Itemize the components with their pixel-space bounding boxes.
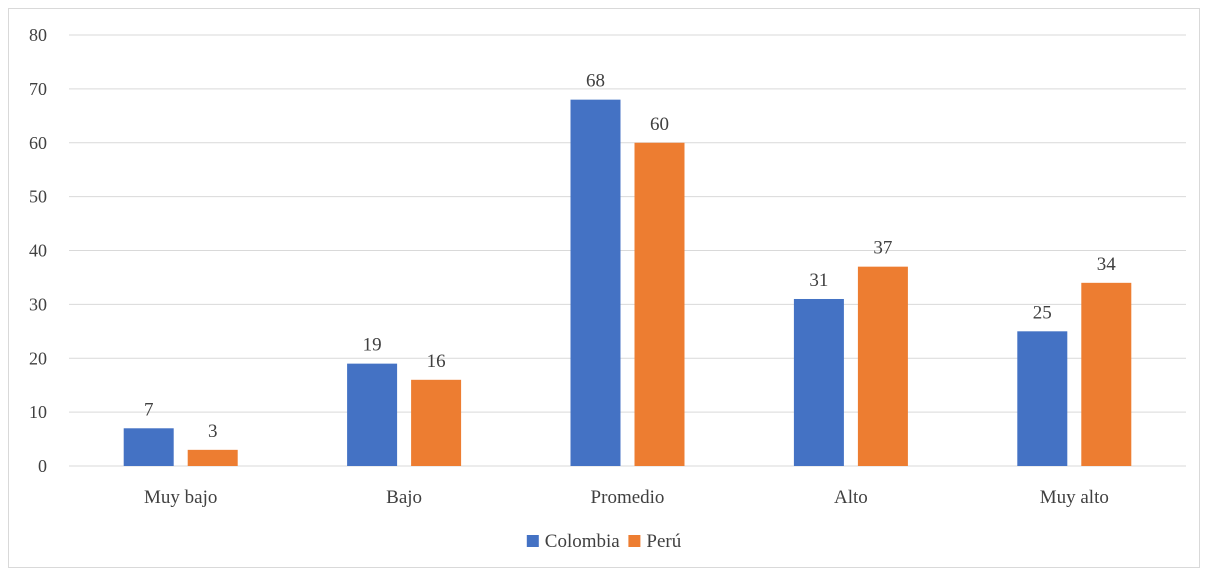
legend-label: Perú xyxy=(646,531,681,552)
gridlines xyxy=(69,34,1186,467)
legend-swatch xyxy=(628,535,641,547)
y-tick-label: 60 xyxy=(29,133,47,153)
bar-chart: 0 10 20 30 40 50 60 70 80 7 3 19 16 68 60 31 37 25 34 Muy… xyxy=(29,25,1186,552)
data-label: 37 xyxy=(873,238,892,259)
y-tick-label: 50 xyxy=(29,187,47,207)
data-label: 25 xyxy=(1033,302,1052,323)
legend-label: Colombia xyxy=(545,531,621,552)
legend-swatch xyxy=(526,535,539,547)
y-tick-label: 10 xyxy=(29,402,47,422)
bar xyxy=(857,266,908,466)
x-axis-category-labels: Muy bajo Bajo Promedio Alto Muy alto xyxy=(144,487,1109,508)
data-label: 34 xyxy=(1097,254,1117,275)
legend: Colombia Perú xyxy=(526,531,682,552)
bar xyxy=(793,298,844,466)
data-label: 31 xyxy=(809,270,828,291)
bar xyxy=(634,142,685,466)
data-label: 60 xyxy=(650,114,669,135)
bar xyxy=(570,99,621,467)
y-axis-tick-labels: 0 10 20 30 40 50 60 70 80 xyxy=(29,25,47,476)
x-category-label: Alto xyxy=(834,487,868,508)
data-label: 16 xyxy=(427,351,446,372)
x-category-label: Muy bajo xyxy=(144,487,217,508)
y-tick-label: 40 xyxy=(29,241,47,261)
y-tick-label: 0 xyxy=(38,456,47,476)
y-tick-label: 30 xyxy=(29,294,47,314)
y-tick-label: 70 xyxy=(29,79,47,99)
chart-frame: 0 10 20 30 40 50 60 70 80 7 3 19 16 68 60 31 37 25 34 Muy… xyxy=(8,8,1200,568)
data-label: 68 xyxy=(586,71,605,92)
data-labels: 7 3 19 16 68 60 31 37 25 34 xyxy=(144,71,1116,442)
x-category-label: Muy alto xyxy=(1040,487,1109,508)
bar xyxy=(187,449,238,466)
bar xyxy=(1081,282,1132,466)
bars xyxy=(123,99,1132,467)
data-label: 19 xyxy=(363,335,382,356)
y-tick-label: 80 xyxy=(29,25,47,45)
bar xyxy=(411,379,462,466)
x-category-label: Bajo xyxy=(386,487,422,508)
bar xyxy=(347,363,398,466)
x-category-label: Promedio xyxy=(591,487,665,508)
y-tick-label: 20 xyxy=(29,348,47,368)
bar xyxy=(123,428,174,466)
bar xyxy=(1017,331,1068,466)
data-label: 7 xyxy=(144,399,154,420)
data-label: 3 xyxy=(208,421,218,442)
